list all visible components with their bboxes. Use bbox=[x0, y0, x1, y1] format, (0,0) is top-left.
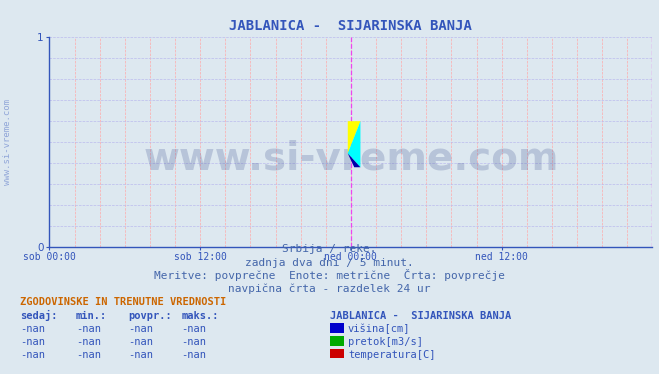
Text: www.si-vreme.com: www.si-vreme.com bbox=[143, 140, 559, 178]
Polygon shape bbox=[348, 121, 360, 167]
Text: JABLANICA -  SIJARINSKA BANJA: JABLANICA - SIJARINSKA BANJA bbox=[330, 311, 511, 321]
Polygon shape bbox=[348, 153, 360, 167]
Text: maks.:: maks.: bbox=[181, 311, 219, 321]
Text: Meritve: povprečne  Enote: metrične  Črta: povprečje: Meritve: povprečne Enote: metrične Črta:… bbox=[154, 269, 505, 280]
Text: -nan: -nan bbox=[76, 350, 101, 359]
Text: min.:: min.: bbox=[76, 311, 107, 321]
Text: -nan: -nan bbox=[129, 337, 154, 347]
Text: povpr.:: povpr.: bbox=[129, 311, 172, 321]
Polygon shape bbox=[348, 121, 360, 153]
Text: -nan: -nan bbox=[20, 350, 45, 359]
Text: -nan: -nan bbox=[181, 324, 206, 334]
Title: JABLANICA -  SIJARINSKA BANJA: JABLANICA - SIJARINSKA BANJA bbox=[229, 19, 473, 33]
Text: temperatura[C]: temperatura[C] bbox=[348, 350, 436, 359]
Text: ZGODOVINSKE IN TRENUTNE VREDNOSTI: ZGODOVINSKE IN TRENUTNE VREDNOSTI bbox=[20, 297, 226, 307]
Text: -nan: -nan bbox=[76, 324, 101, 334]
Text: -nan: -nan bbox=[129, 324, 154, 334]
Text: -nan: -nan bbox=[129, 350, 154, 359]
Text: navpična črta - razdelek 24 ur: navpična črta - razdelek 24 ur bbox=[228, 283, 431, 294]
Text: -nan: -nan bbox=[20, 337, 45, 347]
Text: višina[cm]: višina[cm] bbox=[348, 324, 411, 334]
Text: sedaj:: sedaj: bbox=[20, 310, 57, 321]
Text: -nan: -nan bbox=[76, 337, 101, 347]
Text: pretok[m3/s]: pretok[m3/s] bbox=[348, 337, 423, 347]
Text: -nan: -nan bbox=[181, 350, 206, 359]
Text: zadnja dva dni / 5 minut.: zadnja dva dni / 5 minut. bbox=[245, 258, 414, 267]
Text: Srbija / reke.: Srbija / reke. bbox=[282, 245, 377, 254]
Text: -nan: -nan bbox=[181, 337, 206, 347]
Text: -nan: -nan bbox=[20, 324, 45, 334]
Text: www.si-vreme.com: www.si-vreme.com bbox=[3, 99, 12, 185]
